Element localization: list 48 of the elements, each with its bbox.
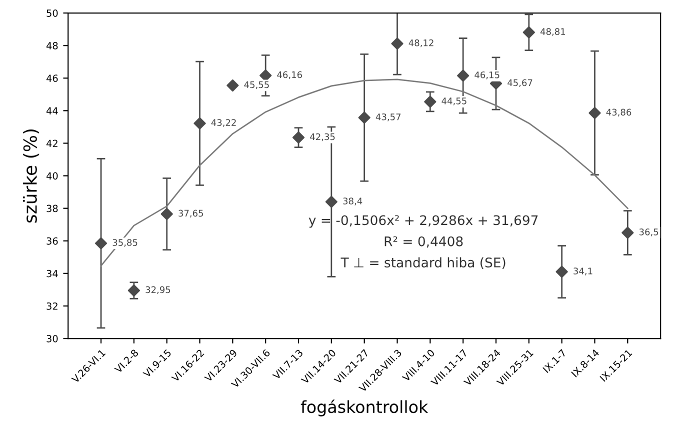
x-axis-title: fogáskontrollok (300, 400, 428, 416)
y-tick-label: 30 (46, 335, 58, 342)
point (94, 237, 108, 250)
annotation: y = -0,1506x² + 2,9286x + 31,697 (308, 215, 538, 228)
annotation: R² = 0,4408 (384, 236, 463, 248)
data-label: 46,15 (474, 71, 500, 80)
data-label: 35,85 (112, 239, 138, 247)
data-label: 32,95 (146, 286, 170, 294)
data-label: 48,12 (408, 39, 434, 48)
y-tick-label: 42 (46, 140, 58, 147)
point (358, 112, 370, 124)
data-label: 43,57 (376, 113, 401, 122)
data-label: 48,81 (540, 28, 566, 36)
point (424, 96, 436, 108)
point (292, 131, 305, 144)
point (588, 106, 601, 120)
data-label: 45,55 (244, 81, 269, 89)
data-label: 42,35 (310, 133, 335, 142)
y-tick-label: 48 (46, 42, 58, 50)
point (457, 70, 470, 82)
data-label: 34,1 (574, 268, 592, 276)
point (226, 79, 239, 92)
y-tick-label: 40 (46, 172, 58, 180)
y-tick-label: 46 (46, 74, 58, 82)
data-label: 44,55 (442, 98, 466, 106)
point (325, 196, 338, 208)
data-label: 38,4 (343, 198, 362, 206)
y-tick-label: 32 (46, 302, 58, 310)
point (622, 226, 634, 239)
y-tick-label: 44 (46, 107, 58, 114)
point (556, 266, 568, 278)
data-label: 43,86 (606, 108, 632, 116)
data-label: 43,22 (211, 119, 236, 127)
annotation: T ⊥ = standard hiba (SE) (340, 257, 506, 270)
y-tick-label: 34 (46, 270, 58, 278)
y-tick-label: 36 (46, 237, 58, 245)
point (522, 26, 535, 38)
point (391, 38, 404, 50)
data-label: 37,65 (178, 210, 204, 218)
y-tick-label: 50 (46, 10, 58, 17)
point (128, 284, 140, 297)
y-axis-title: szürke (%) (22, 129, 40, 223)
point (194, 117, 206, 130)
point (160, 208, 173, 220)
data-label: 36,5 (639, 228, 658, 236)
y-tick-label: 38 (46, 204, 58, 212)
data-label: 46,16 (277, 71, 302, 80)
data-label: 45,67 (508, 79, 532, 88)
